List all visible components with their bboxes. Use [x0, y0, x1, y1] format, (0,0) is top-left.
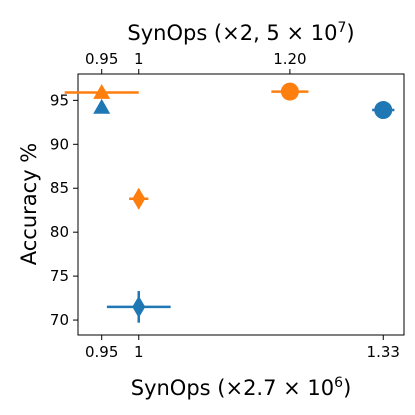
y-tick-label: 85	[50, 179, 69, 197]
x2-tick-label: 0.95	[85, 50, 118, 68]
x-axis-title: SynOps (×2.7 × 106)	[131, 375, 352, 400]
triangle-marker	[93, 98, 111, 114]
y-tick-label: 95	[50, 91, 69, 109]
x-tick-label: 0.95	[85, 343, 118, 361]
y-tick-label: 70	[50, 311, 69, 329]
x-tick-label: 1	[134, 343, 144, 361]
diamond-marker	[132, 295, 146, 318]
plot-frame	[77, 73, 405, 336]
triangle-marker	[93, 83, 111, 99]
diamond-marker	[132, 187, 146, 210]
circle-marker	[374, 101, 393, 120]
circle-marker	[280, 82, 299, 101]
x2-tick-label: 1.20	[273, 50, 306, 68]
y-tick-label: 80	[50, 223, 69, 241]
y-tick-label: 90	[50, 135, 69, 153]
data-marks	[64, 82, 395, 323]
axes: 70 75 80 85 90 95 0.95 1 1.33 0.95 1 1.20	[50, 50, 400, 361]
x-tick-label: 1.33	[367, 343, 400, 361]
y-axis-title: Accuracy %	[17, 143, 41, 266]
x2-axis-title: SynOps (×2, 5 × 107)	[127, 20, 354, 45]
x2-tick-label: 1	[134, 50, 144, 68]
y-tick-label: 75	[50, 267, 69, 285]
